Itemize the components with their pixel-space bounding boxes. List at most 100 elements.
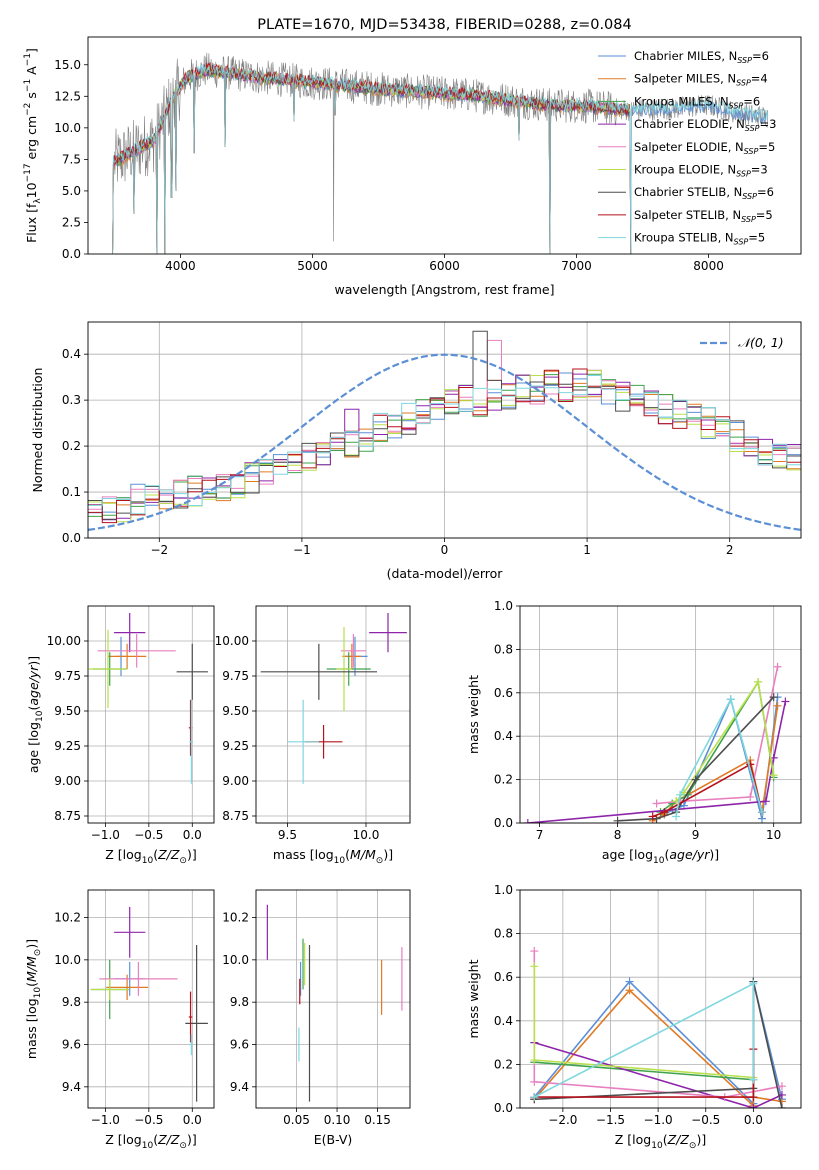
label-part: E(B-V) bbox=[314, 1132, 353, 1147]
weight-marker bbox=[625, 986, 634, 995]
legend-label: Salpeter MILES, NSSP=4 bbox=[634, 72, 768, 88]
legend-label: Chabrier STELIB, NSSP=6 bbox=[634, 185, 774, 201]
label-part: Z [log bbox=[615, 1132, 651, 1147]
y-tick-label: 9.50 bbox=[54, 704, 81, 718]
errorbar-salpeter-elodie bbox=[340, 634, 366, 668]
y-tick-label: 0.6 bbox=[494, 686, 513, 700]
weight-marker bbox=[530, 947, 539, 956]
weight-line bbox=[652, 763, 763, 818]
y-tick-label: 10.00 bbox=[215, 634, 249, 648]
x-tick-label: 9 bbox=[692, 828, 700, 842]
legend-label-part: Salpeter ELODIE, N bbox=[634, 140, 744, 154]
weight-marker bbox=[652, 799, 661, 808]
histogram-salpeter-stelib bbox=[88, 368, 801, 524]
legend-label-part: Kroupa ELODIE, N bbox=[634, 163, 736, 177]
residual-histogram-axes: −2 −1 0 1 2 0.0 0.1 0.2 0.3 0.4 (data-model)/error… bbox=[30, 321, 802, 581]
mass-vs-z-axes: −1.0 −0.5 0.09.49.69.810.010.2Z [log10(Z/Z… bbox=[24, 889, 215, 1151]
weight-line bbox=[675, 697, 763, 817]
label-part: )] bbox=[383, 847, 393, 862]
legend-label: Kroupa MILES, NSSP=6 bbox=[634, 94, 760, 110]
x-tick-label: 6000 bbox=[429, 259, 460, 273]
errorbar-salpeter-miles bbox=[107, 643, 147, 669]
y-tick-label: 9.4 bbox=[62, 1080, 81, 1094]
y-tick-label: 0.8 bbox=[494, 927, 513, 941]
legend-label: Chabrier ELODIE, NSSP=3 bbox=[634, 117, 776, 133]
mass-vs-ebv-axes: 0.05 0.10 0.15 9.4 9.6 9.8 10.0 10.2 E(B-V) bbox=[222, 889, 411, 1147]
axes-frame bbox=[519, 889, 802, 1109]
label-part: ( bbox=[153, 847, 158, 862]
weight-marker bbox=[613, 816, 622, 823]
label-part: A bbox=[24, 66, 39, 79]
label-part: age/yr bbox=[669, 847, 710, 862]
legend-label: Kroupa STELIB, NSSP=5 bbox=[634, 231, 765, 247]
x-axis-label: age [log10(age/yr)] bbox=[602, 847, 719, 866]
errorbar-chabrier-elodie bbox=[114, 906, 146, 958]
weight-line bbox=[527, 701, 787, 823]
weight-marker bbox=[749, 1093, 758, 1102]
x-axis-label: mass [log10(M/M⊙)] bbox=[273, 847, 393, 866]
y-tick-label: 10.0 bbox=[54, 121, 81, 135]
x-tick-label: 10 bbox=[766, 828, 781, 842]
age-vs-z-axes: −1.0 −0.5 0.0 8.75 9.00 9.25 9.50 9.75 10.00 Z [l… bbox=[26, 605, 215, 866]
y-tick-label: 5.0 bbox=[62, 184, 81, 198]
label-part: ( bbox=[345, 847, 350, 862]
y-axis-label: Normed distribution bbox=[30, 368, 45, 493]
label-part: )] bbox=[696, 1132, 706, 1147]
weight-marker bbox=[746, 792, 755, 801]
weight-marker bbox=[777, 1104, 786, 1108]
y-axis-label: age [log10(age/yr)] bbox=[26, 656, 45, 773]
x-tick-label: 8 bbox=[614, 828, 622, 842]
y-tick-label: 9.6 bbox=[62, 1038, 81, 1052]
x-tick-label: −1 bbox=[293, 543, 311, 557]
age-vs-z-points bbox=[88, 613, 208, 784]
legend-label-part: =3 bbox=[751, 163, 768, 177]
histogram-kroupa-miles bbox=[88, 373, 801, 517]
weight-line bbox=[652, 705, 779, 822]
weight-marker bbox=[761, 797, 770, 806]
weight-series-salpeter-elodie bbox=[652, 662, 782, 808]
x-tick-label: −0.5 bbox=[134, 828, 163, 842]
histogram-salpeter-elodie bbox=[88, 339, 801, 510]
label-part: age [log bbox=[26, 722, 41, 773]
weight-marker bbox=[676, 790, 685, 799]
y-tick-label: 10.0 bbox=[54, 953, 81, 967]
histogram-salpeter-miles bbox=[88, 370, 801, 515]
x-axis-label: E(B-V) bbox=[314, 1132, 353, 1147]
label-part: M/M bbox=[350, 847, 376, 862]
legend-label-part: Salpeter STELIB, N bbox=[634, 208, 741, 222]
x-tick-label: 0 bbox=[441, 543, 449, 557]
y-tick-label: 0.0 bbox=[62, 531, 81, 545]
label-part: −17 bbox=[23, 163, 33, 182]
x-axis-label: (data-model)/error bbox=[387, 566, 504, 581]
y-tick-label: 0.1 bbox=[62, 485, 81, 499]
x-tick-label: 7 bbox=[536, 828, 544, 842]
legend-label: Chabrier MILES, NSSP=6 bbox=[634, 49, 769, 65]
x-tick-label: 0.0 bbox=[183, 1113, 202, 1127]
errorbar-kroupa-elodie bbox=[90, 978, 129, 1001]
errorbar-chabrier-stelib bbox=[185, 945, 208, 1102]
y-axis-label: mass weight bbox=[466, 959, 481, 1038]
model-spectrum-kroupa-stelib bbox=[111, 64, 769, 254]
y-tick-label: 7.5 bbox=[62, 152, 81, 166]
y-tick-label: 0.4 bbox=[494, 729, 513, 743]
y-tick-label: 10.2 bbox=[54, 911, 81, 925]
weight-marker bbox=[749, 1104, 758, 1108]
weight-marker bbox=[726, 695, 735, 704]
weight-vs-z-axes: −2.0 −1.5 −1.0 −0.5 0.0 0.0 0.2 0.4 0.6 0.8 1.0 Z [… bbox=[466, 883, 802, 1151]
label-part: Z [log bbox=[105, 1132, 141, 1147]
legend-label-part: SSP bbox=[734, 238, 749, 247]
errorbar-salpeter-elodie bbox=[99, 961, 178, 996]
label-part: mass [log bbox=[273, 847, 334, 862]
errorbar-kroupa-stelib bbox=[287, 699, 319, 784]
weight-series-chabrier-elodie bbox=[523, 697, 790, 823]
y-tick-label: 8.75 bbox=[222, 809, 249, 823]
label-part: erg cm bbox=[24, 116, 39, 164]
legend-label-part: Chabrier STELIB, N bbox=[634, 185, 742, 199]
y-tick-label: 9.00 bbox=[222, 774, 249, 788]
age-vs-mass-axes: 9.5 10.0 8.75 9.00 9.25 9.50 9.75 10.00 mass [lo… bbox=[215, 605, 411, 866]
label-part: 10 bbox=[142, 856, 154, 866]
axes-frame bbox=[255, 889, 411, 1109]
y-tick-label: 9.6 bbox=[230, 1038, 249, 1052]
